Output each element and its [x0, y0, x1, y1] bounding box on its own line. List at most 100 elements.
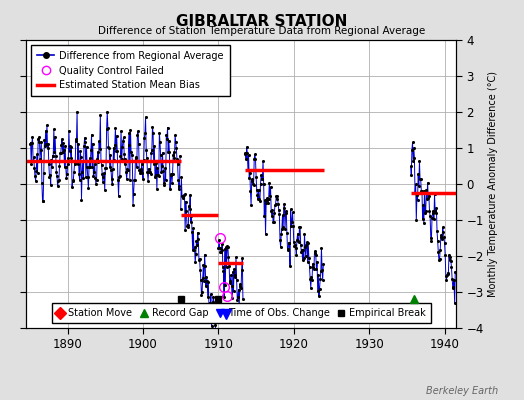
Point [57, 150, 65, 157]
Point [312, 266, 321, 272]
Point [108, 166, 117, 172]
Point [31, 178, 40, 184]
Point [180, 191, 189, 198]
Point [301, 244, 309, 250]
Point [157, 168, 166, 175]
Point [300, 255, 308, 261]
Point [302, 241, 311, 248]
Point [230, 288, 238, 294]
Point [288, 218, 296, 225]
Point [162, 132, 170, 138]
Point [228, 268, 237, 275]
Point [56, 162, 64, 169]
Point [445, 257, 454, 263]
Point [216, 249, 224, 255]
Point [319, 261, 328, 267]
Point [413, 192, 421, 198]
Point [97, 161, 106, 168]
Point [110, 157, 118, 164]
Point [202, 283, 210, 290]
Point [80, 134, 89, 141]
Point [86, 164, 94, 170]
Point [128, 158, 137, 164]
Point [281, 210, 290, 216]
Point [146, 169, 154, 176]
Point [262, 200, 270, 206]
Point [147, 150, 156, 156]
Point [35, 139, 43, 145]
Point [245, 175, 254, 181]
Point [259, 180, 268, 187]
Y-axis label: Monthly Temperature Anomaly Difference (°C): Monthly Temperature Anomaly Difference (… [488, 71, 498, 297]
Point [186, 191, 194, 198]
Point [435, 256, 443, 263]
Point [174, 186, 183, 193]
Point [39, 197, 47, 204]
Point [314, 271, 322, 278]
Point [77, 196, 85, 203]
Point [187, 213, 195, 219]
Point [219, 264, 227, 270]
Point [45, 161, 53, 167]
Point [63, 160, 72, 167]
Point [172, 145, 181, 152]
Point [191, 259, 199, 266]
Point [234, 294, 242, 300]
Point [290, 239, 298, 245]
Point [80, 142, 88, 149]
Point [121, 161, 129, 168]
Point [411, 190, 419, 196]
Point [26, 141, 34, 147]
Point [132, 155, 140, 161]
Point [41, 143, 49, 150]
Point [212, 331, 220, 338]
Point [143, 154, 151, 161]
Point [130, 177, 138, 184]
Point [268, 213, 276, 219]
Point [29, 154, 38, 160]
Point [121, 156, 129, 162]
Point [436, 234, 445, 240]
Point [412, 217, 420, 224]
Point [141, 130, 149, 136]
Point [69, 178, 77, 184]
Point [226, 278, 235, 284]
Point [271, 201, 280, 207]
Point [420, 220, 428, 226]
Point [89, 172, 97, 179]
Point [163, 136, 171, 142]
Point [105, 164, 114, 171]
Point [92, 177, 101, 183]
Point [37, 147, 45, 153]
Point [179, 195, 187, 201]
Point [58, 136, 66, 142]
Point [199, 261, 208, 268]
Point [158, 150, 167, 156]
Point [420, 188, 429, 194]
Point [407, 163, 415, 170]
Point [272, 193, 280, 200]
Point [205, 305, 213, 312]
Point [170, 149, 178, 155]
Point [259, 158, 267, 164]
Point [141, 114, 150, 120]
Point [139, 175, 147, 182]
Point [65, 128, 73, 134]
Point [203, 294, 212, 300]
Point [446, 254, 454, 261]
Point [319, 276, 327, 283]
Point [152, 160, 160, 167]
Point [311, 250, 319, 256]
Point [192, 251, 200, 257]
Point [294, 239, 303, 246]
Point [84, 185, 93, 191]
Point [119, 138, 127, 144]
Point [201, 263, 210, 270]
Point [144, 178, 152, 184]
Point [123, 176, 131, 182]
Point [414, 171, 422, 177]
Point [423, 196, 431, 202]
Point [451, 268, 460, 275]
Point [31, 173, 39, 179]
Point [224, 254, 233, 261]
